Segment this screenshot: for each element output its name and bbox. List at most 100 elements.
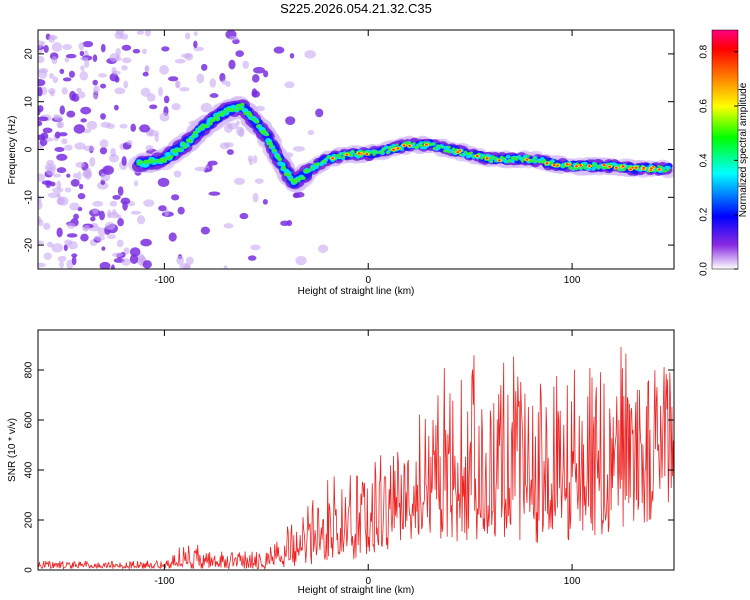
signal-blob [432,147,436,150]
signal-blob [440,145,444,149]
noise-blob [102,165,114,175]
noise-blob [38,262,46,268]
noise-blob [289,52,295,59]
signal-blob [583,167,588,170]
noise-blob [144,30,151,37]
noise-blob [251,74,260,83]
noise-blob [163,95,170,104]
noise-blob [61,87,68,95]
signal-peak [657,168,661,171]
noise-blob [196,73,205,84]
signal-peak [425,143,428,146]
signal-peak [357,152,361,155]
signal-blob [507,159,512,162]
signal-blob [215,117,220,122]
signal-blob [264,132,270,137]
noise-blob [219,142,230,150]
noise-blob [109,200,118,207]
signal-blob [194,131,199,135]
noise-blob [223,265,228,269]
noise-blob [68,70,75,78]
noise-blob [92,54,98,63]
noise-blob [78,42,85,51]
noise-blob [142,48,147,55]
signal-blob [452,147,456,151]
noise-blob [113,104,119,111]
noise-blob [99,261,111,269]
noise-blob [64,187,72,193]
noise-blob [56,167,67,174]
noise-blob [57,121,62,129]
signal-peak [587,165,591,168]
noise-blob [161,46,170,52]
noise-blob [70,178,80,187]
noise-blob [235,120,240,126]
noise-blob [253,66,265,74]
signal-peak [629,168,632,171]
snr-xtick-label: 100 [564,576,581,587]
noise-blob [38,120,43,127]
signal-peak [614,166,618,169]
noise-blob [111,252,124,258]
signal-blob [428,142,432,146]
noise-blob [142,71,149,77]
spectrogram-xtick-label: -100 [154,275,174,286]
signal-peak [602,164,606,167]
signal-blob [510,159,515,164]
signal-blob [281,165,286,169]
signal-peak [365,153,369,156]
colorbar-tick-label: 0.2 [699,207,710,221]
signal-blob [177,147,182,152]
noise-blob [183,264,190,269]
noise-blob [248,158,254,166]
spectrogram-x-label: Height of straight line (km) [298,286,415,297]
signal-blob [349,153,353,157]
signal-blob [272,148,277,153]
noise-blob [307,129,315,136]
noise-blob [149,104,158,110]
signal-blob [447,150,451,154]
noise-blob [90,216,96,222]
noise-blob [116,239,124,248]
signal-blob [316,161,320,165]
signal-blob [520,159,524,163]
signal-blob [338,155,342,159]
noise-blob [52,187,64,193]
spectrogram-xtick-label: 100 [564,275,581,286]
signal-blob [534,159,538,163]
noise-blob [177,206,185,215]
noise-blob [46,241,54,248]
signal-blob [150,159,155,163]
signal-blob [412,142,416,145]
noise-blob [121,57,132,64]
noise-blob [64,144,73,151]
signal-blob [436,144,440,148]
signal-blob [234,107,240,111]
chart-title: S225.2026.054.21.32.C35 [280,1,432,16]
noise-blob [252,192,259,203]
noise-blob [119,123,128,129]
signal-blob [591,164,595,168]
signal-peak [556,164,559,167]
signal-peak [575,165,578,168]
signal-blob [538,160,542,164]
signal-blob [283,172,288,176]
snr-ytick-label: 800 [24,361,35,378]
noise-blob [52,76,59,83]
noise-blob [121,258,131,266]
noise-blob [38,69,48,79]
signal-blob [262,129,267,134]
signal-blob [293,180,298,184]
noise-blob [66,173,71,178]
signal-blob [500,155,504,159]
noise-blob [64,239,73,246]
signal-blob [382,147,386,150]
colorbar-ticks: 0.0 0.2 0.4 0.6 0.8 [699,44,738,276]
signal-blob [444,149,449,153]
signal-peak [408,144,412,147]
signal-blob [138,160,144,164]
noise-blob [147,130,160,137]
signal-blob [419,144,423,147]
noise-blob [132,48,141,54]
signal-blob [230,108,235,113]
